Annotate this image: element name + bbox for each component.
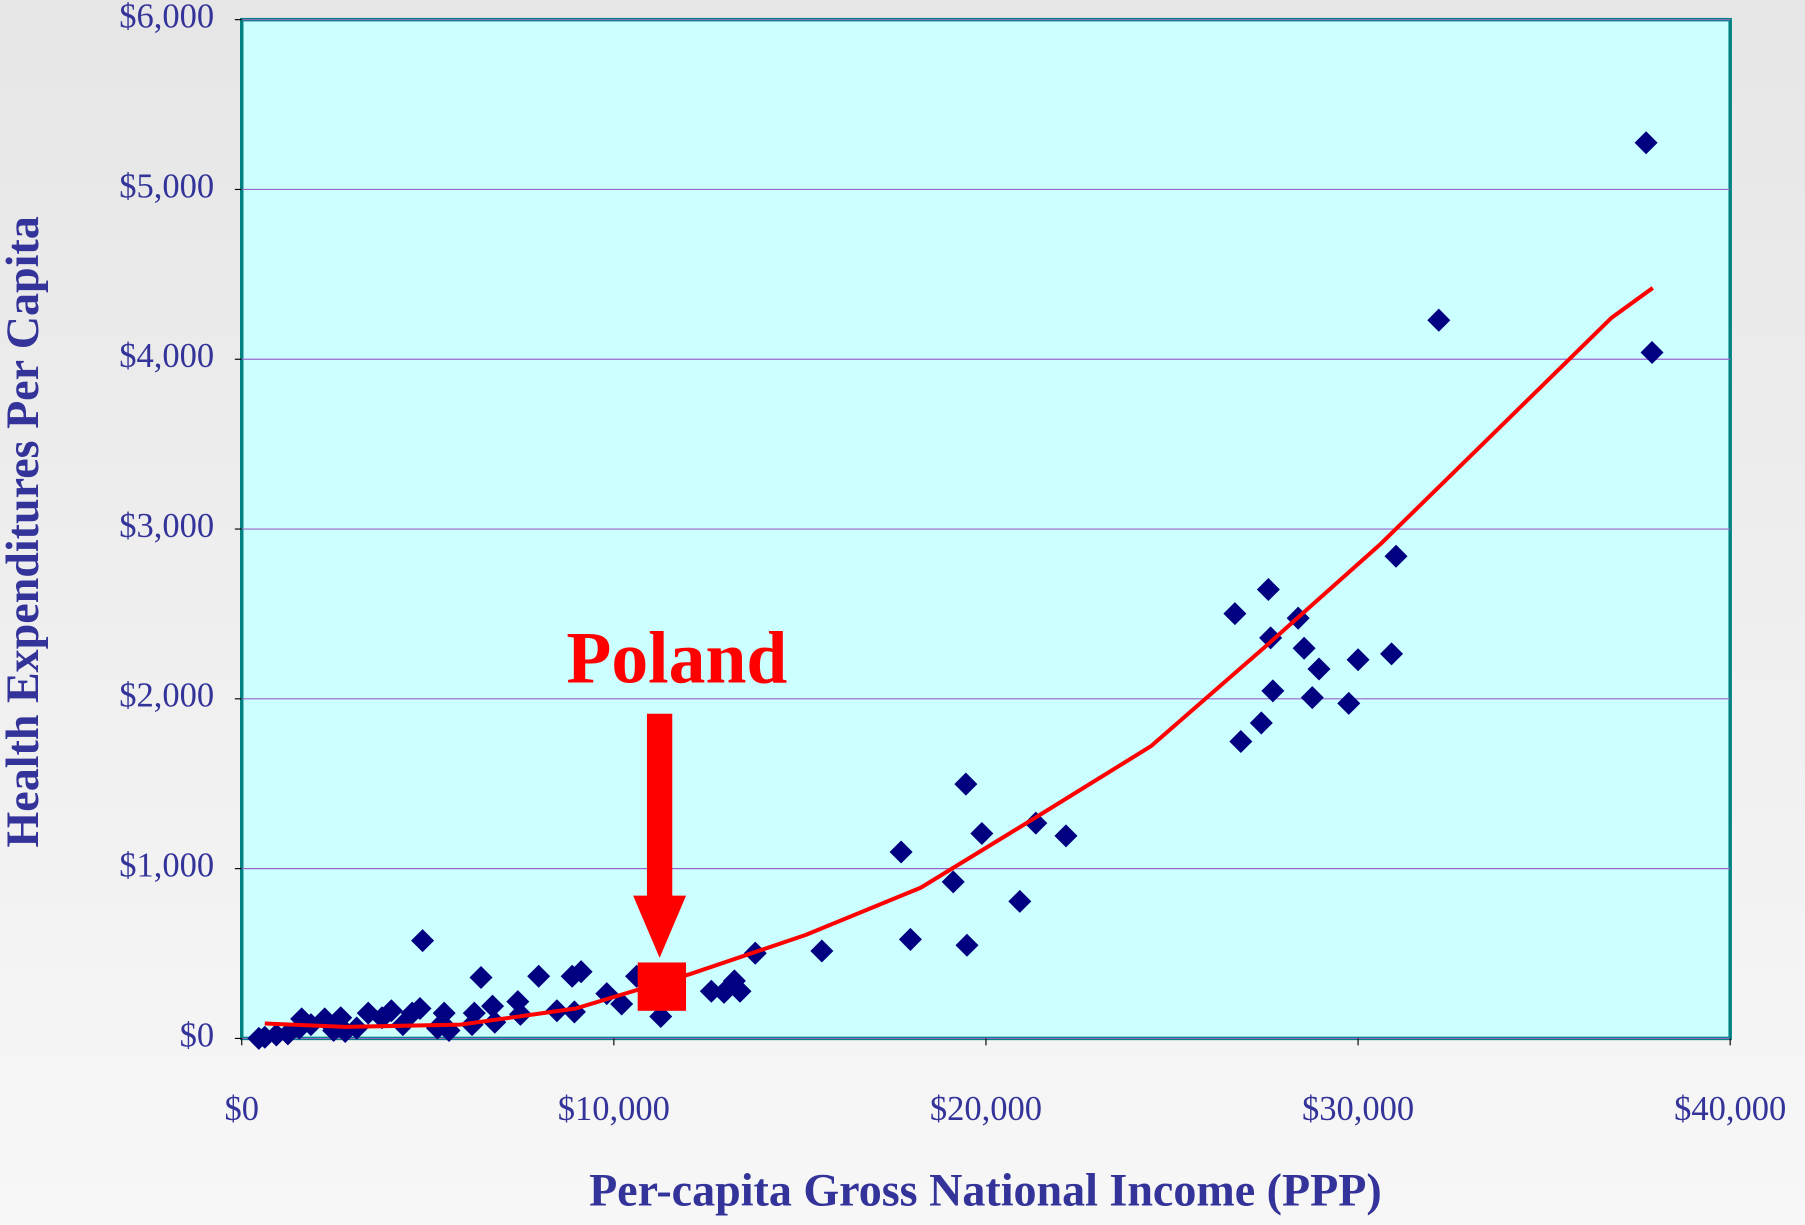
point [1346,648,1370,672]
arrow [633,713,687,958]
point [356,1001,380,1025]
point [1300,686,1324,710]
highlight-point [637,962,687,1011]
y-tick-label: $6,000 [119,0,214,36]
point [699,979,723,1003]
point [1024,811,1048,835]
point [1223,602,1247,626]
point [889,840,913,864]
trend-line [264,286,1654,1029]
x-tick-label: $20,000 [930,1090,1042,1128]
point [941,870,965,894]
point [560,964,584,988]
point [1384,544,1408,568]
y-tick-label: $5,000 [119,167,214,205]
point [1292,636,1316,660]
point [527,964,551,988]
point [810,939,834,963]
point [1307,657,1331,681]
point [955,933,979,957]
point [1640,340,1664,364]
point [970,821,994,845]
point [898,927,922,951]
point [1259,626,1283,650]
x-tick-label: $30,000 [1302,1090,1414,1128]
point [1256,577,1280,602]
point [954,772,978,796]
point [1427,308,1451,332]
annotation: Poland [566,616,787,698]
point [1249,711,1273,735]
y-tick-label: $3,000 [119,507,214,545]
point [1261,679,1285,703]
x-tick-label: $10,000 [558,1090,670,1128]
point [411,929,435,953]
point [1380,642,1404,666]
y-tick-label: $1,000 [119,847,214,885]
point [1634,131,1658,155]
y-tick-label: $0 [180,1016,215,1054]
x-axis-title: Per-capita Gross National Income (PPP) [589,1165,1382,1216]
y-tick-label: $2,000 [119,677,214,715]
point [1337,691,1361,715]
point [1008,889,1032,913]
x-tick-label: $0 [224,1090,259,1128]
point [469,965,493,989]
point [1229,729,1253,753]
y-tick-label: $4,000 [119,337,214,375]
x-tick-label: $40,000 [1674,1090,1786,1128]
y-axis-title: Health Expenditures Per Capita [0,216,48,847]
point [481,994,505,1018]
